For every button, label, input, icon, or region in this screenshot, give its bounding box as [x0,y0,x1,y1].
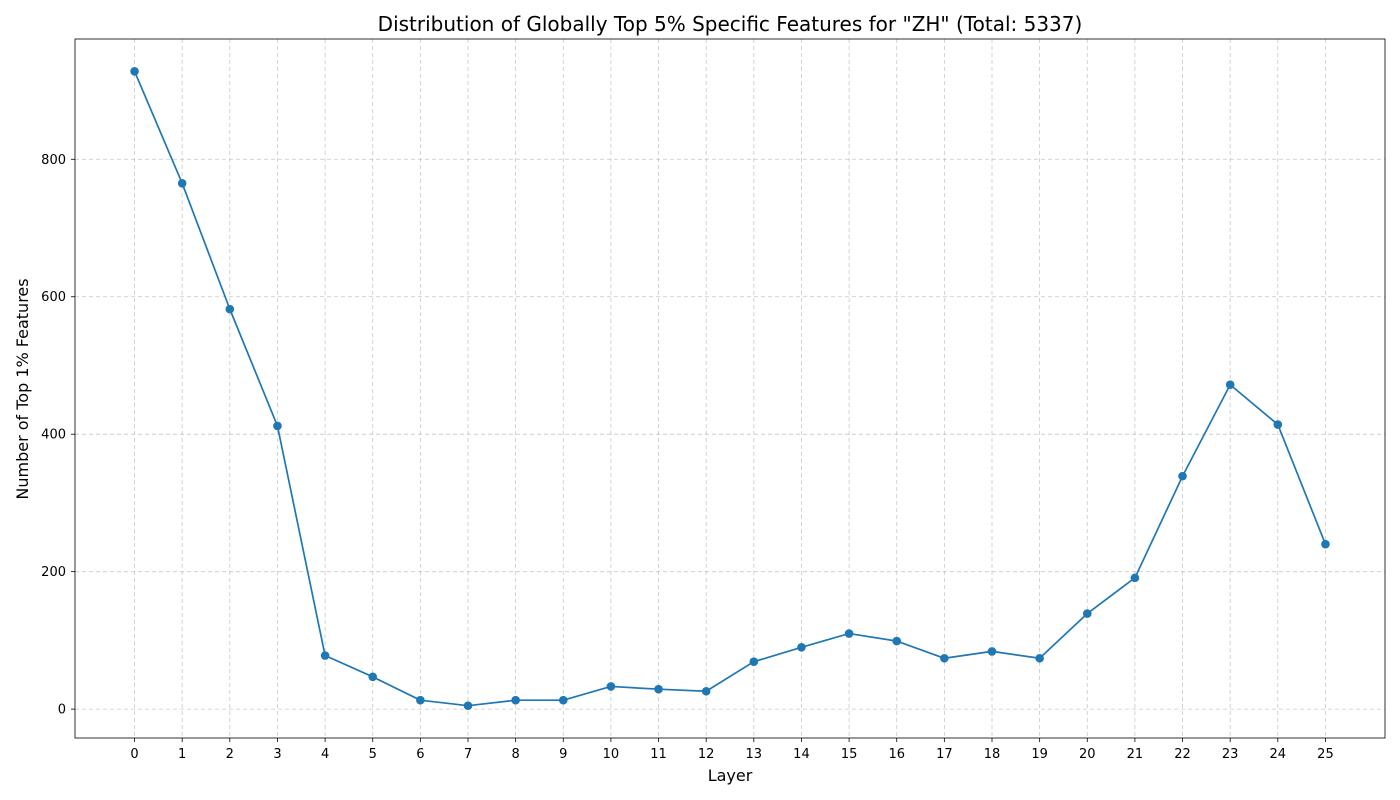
data-point [511,695,520,705]
series-layer [130,67,1330,710]
series-line [133,70,1327,707]
y-tick-label: 0 [58,703,66,718]
data-point [416,695,425,705]
x-tick-label: 21 [1127,747,1144,762]
y-tick-label: 800 [41,153,66,168]
data-point [320,651,330,660]
x-tick-label: 13 [746,747,763,762]
data-point [797,642,806,652]
x-tick-label: 20 [1079,747,1096,762]
data-point [273,421,282,431]
plot-frame [74,38,1386,739]
data-point [844,629,854,638]
x-tick-label: 25 [1317,747,1334,762]
x-tick-label: 10 [603,747,620,762]
data-point [654,684,663,694]
data-point [558,695,568,705]
data-point [368,672,378,682]
x-tick-label: 14 [793,747,810,762]
data-point [463,701,473,710]
x-tick-label: 9 [559,747,567,762]
x-tick-label: 3 [273,747,281,762]
x-tick-label: 12 [698,747,715,762]
y-axis-label: Number of Top 1% Features [13,278,32,499]
data-point [1035,653,1044,663]
y-tick-label: 400 [41,428,66,443]
x-tick-label: 5 [369,747,377,762]
x-axis-label: Layer [708,766,753,785]
x-tick-label: 7 [464,747,472,762]
x-tick-label: 8 [511,747,519,762]
data-point [606,682,616,691]
x-tick-label: 16 [888,747,905,762]
data-point [225,304,235,314]
data-point [749,657,759,667]
x-tick-label: 22 [1174,747,1191,762]
data-point [1321,539,1330,549]
tick-labels: 0 1 2 3 4 5 6 7 8 9 10 11 12 13 14 15 16 17 18 19 20 21 22 23 24… [41,153,1334,762]
data-point [1273,420,1283,429]
data-point [701,686,711,696]
x-tick-label: 24 [1270,747,1287,762]
chart-title: Distribution of Globally Top 5% Specific… [378,12,1083,36]
x-tick-label: 11 [650,747,667,762]
data-point [177,179,187,188]
x-tick-label: 2 [226,747,234,762]
axes [71,38,1386,742]
data-point [1178,471,1187,481]
data-point [1082,609,1092,618]
data-point [892,636,902,646]
x-tick-label: 4 [321,747,329,762]
x-tick-label: 23 [1222,747,1239,762]
y-tick-label: 600 [41,290,66,305]
data-point [940,653,949,663]
data-point [987,647,997,656]
x-tick-label: 1 [178,747,186,762]
x-tick-label: 6 [416,747,424,762]
data-point [1225,380,1235,390]
x-tick-label: 0 [130,747,138,762]
x-tick-label: 18 [984,747,1001,762]
x-tick-label: 19 [1031,747,1048,762]
y-tick-label: 200 [41,565,66,580]
data-point [1130,573,1140,583]
grid-lines [75,39,1385,738]
x-tick-label: 17 [936,747,953,762]
x-tick-label: 15 [841,747,858,762]
data-point [130,67,139,76]
